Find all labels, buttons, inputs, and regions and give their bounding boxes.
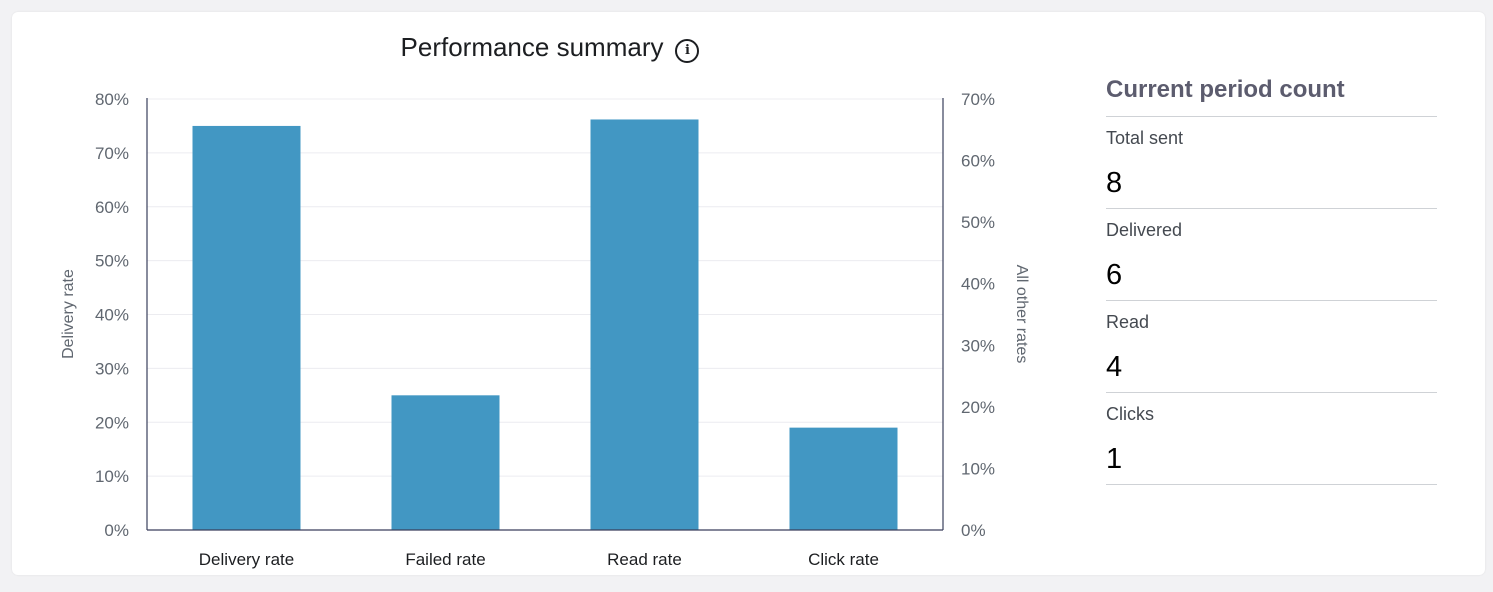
current-period-panel: Current period count Total sent 8 Delive…: [1106, 76, 1437, 485]
axis-labels: Delivery rate Failed rate Read rate Click r…: [60, 265, 1030, 569]
bars: [192, 119, 898, 530]
metric-label: Delivered: [1106, 220, 1183, 240]
metric-total-sent: Total sent 8: [1106, 117, 1437, 209]
axes: [146, 98, 944, 531]
y-tick-left: 0%: [104, 521, 129, 540]
metric-value: 4: [1106, 351, 1123, 383]
y-tick-right: 50%: [961, 213, 995, 232]
y-tick-left: 10%: [95, 467, 129, 486]
y-tick-right: 10%: [961, 459, 995, 478]
y-tick-right: 40%: [961, 275, 995, 294]
metric-label: Read: [1106, 312, 1150, 332]
y-tick-right: 20%: [961, 398, 995, 417]
metric-label: Total sent: [1106, 128, 1184, 148]
metric-value: 1: [1106, 443, 1123, 475]
x-tick-label: Click rate: [808, 550, 879, 569]
y-tick-left: 60%: [95, 198, 129, 217]
y-tick-left: 50%: [95, 252, 129, 271]
bar-click-rate: [789, 427, 898, 530]
metric-delivered: Delivered 6: [1106, 209, 1437, 301]
metric-value: 6: [1106, 259, 1123, 291]
metric-value: 8: [1106, 167, 1123, 199]
ticks: 0% 10% 20% 30% 40% 50% 60% 70% 80% 0% 10% 20% 30% 40%…: [95, 90, 995, 540]
x-tick-label: Delivery rate: [199, 550, 294, 569]
bar-failed-rate: [391, 395, 500, 530]
y-tick-right: 60%: [961, 152, 995, 171]
bar-chart: 0% 10% 20% 30% 40% 50% 60% 70% 80% 0% 10% 20% 30% 40%…: [60, 90, 1030, 569]
metric-label: Clicks: [1106, 404, 1154, 424]
y-tick-left: 20%: [95, 413, 129, 432]
x-tick-label: Read rate: [607, 550, 682, 569]
y-tick-left: 40%: [95, 306, 129, 325]
y-tick-right: 30%: [961, 336, 995, 355]
y-axis-title-left: Delivery rate: [60, 269, 77, 359]
y-tick-right: 0%: [961, 521, 986, 540]
y-axis-title-right: All other rates: [1013, 265, 1030, 364]
metric-clicks: Clicks 1: [1106, 393, 1437, 485]
metric-read: Read 4: [1106, 301, 1437, 393]
chart-title: Performance summary: [400, 32, 664, 62]
y-tick-right: 70%: [961, 90, 995, 109]
bar-read-rate: [590, 119, 699, 530]
y-tick-left: 70%: [95, 144, 129, 163]
bar-delivery-rate: [192, 125, 301, 530]
panel-title: Current period count: [1106, 76, 1437, 117]
info-icon[interactable]: i: [675, 39, 700, 63]
y-tick-left: 80%: [95, 90, 129, 109]
x-tick-label: Failed rate: [405, 550, 485, 569]
chart-title-row: Performance summary i: [0, 32, 1100, 63]
y-tick-left: 30%: [95, 359, 129, 378]
